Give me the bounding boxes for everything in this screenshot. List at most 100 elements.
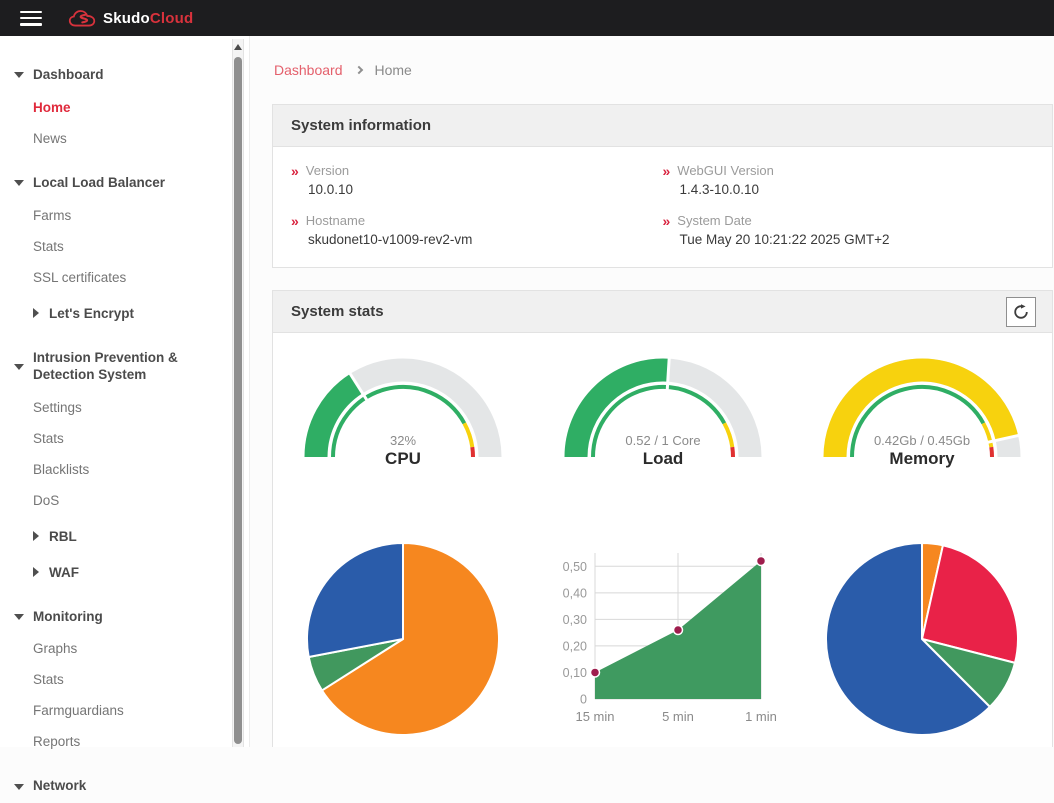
info-field-value: 10.0.10 [308,182,663,197]
info-field-label-row: »WebGUI Version [663,163,1035,178]
system-information-header: System information [273,105,1052,147]
sidebar-item-ssl-certificates[interactable]: SSL certificates [0,262,249,293]
sidebar-item-settings[interactable]: Settings [0,392,249,423]
sidebar-item-reports[interactable]: Reports [0,726,249,757]
sidebar-item-label: DoS [33,493,59,508]
gauge-value: 0.42Gb / 0.45Gb [874,433,970,448]
sidebar-item-label: Let's Encrypt [49,306,134,321]
scrollbar-thumb[interactable] [234,57,242,744]
system-stats-header: System stats [273,291,1052,333]
sidebar-item-label: Reports [33,734,80,749]
sidebar-section-intrusion-prevention-detection-system[interactable]: Intrusion Prevention & Detection System [0,342,249,392]
sidebar-item-label: Stats [33,672,64,687]
sidebar-section-label: Dashboard [33,67,104,84]
pie-chart-left-slice-2 [307,543,403,657]
sidebar-item-label: Home [33,100,71,115]
gauge-title: Load [642,449,683,468]
x-tick-label: 1 min [745,709,777,724]
chevron-right-icon [354,66,362,74]
y-tick-label: 0,10 [562,666,586,680]
chevron-down-icon [14,614,24,620]
y-tick-label: 0 [580,693,587,707]
sidebar-item-label: Stats [33,239,64,254]
sidebar-item-let-s-encrypt[interactable]: Let's Encrypt [0,298,249,329]
sidebar-section-monitoring[interactable]: Monitoring [0,601,249,634]
y-tick-label: 0,30 [562,613,586,627]
sidebar-item-label: News [33,131,67,146]
sidebar-item-label: Settings [33,400,82,415]
info-field-system-date: » System Date Tue May 20 10:21:22 2025 GMT… [663,213,1035,247]
sidebar-scrollbar[interactable] [232,39,244,747]
sidebar-item-stats[interactable]: Stats [0,664,249,695]
y-tick-label: 0,20 [562,639,586,653]
sidebar-item-news[interactable]: News [0,123,249,154]
sidebar-section-local-load-balancer[interactable]: Local Load Balancer [0,167,249,200]
refresh-button[interactable] [1006,297,1036,327]
sidebar-item-label: Blacklists [33,462,89,477]
sidebar-section-dashboard[interactable]: Dashboard [0,59,249,92]
chevron-down-icon [14,784,24,790]
sidebar-item-stats[interactable]: Stats [0,231,249,262]
logo-cloud-icon [68,8,98,29]
menu-icon[interactable] [20,11,42,26]
info-field-label: WebGUI Version [677,163,774,178]
info-field-value: skudonet10-v1009-rev2-vm [308,232,663,247]
sidebar-item-dos[interactable]: DoS [0,485,249,516]
double-chevron-icon: » [663,214,671,228]
info-field-label: Version [306,163,349,178]
sidebar-item-label: WAF [49,565,79,580]
sidebar-item-graphs[interactable]: Graphs [0,633,249,664]
info-field-version: » Version 10.0.10 [291,163,663,197]
sidebar-section-label: Monitoring [33,609,103,626]
sidebar-item-farms[interactable]: Farms [0,200,249,231]
sidebar-item-label: RBL [49,529,77,544]
sidebar-item-waf[interactable]: WAF [0,557,249,588]
info-field-label: System Date [677,213,751,228]
info-field-value: 1.4.3-10.0.10 [680,182,1035,197]
sidebar-item-blacklists[interactable]: Blacklists [0,454,249,485]
gauge-value: 0.52 / 1 Core [625,433,700,448]
chevron-down-icon [14,180,24,186]
sidebar-item-label: Stats [33,431,64,446]
info-field-label-row: » System Date [663,213,1035,228]
sidebar-item-stats[interactable]: Stats [0,423,249,454]
sidebar-section-label: Intrusion Prevention & Detection System [33,350,219,384]
chevron-right-icon [33,567,39,577]
panel-title: System information [291,117,1034,134]
chevron-right-icon [33,308,39,318]
chevron-down-icon [14,364,24,370]
refresh-icon [1013,304,1029,320]
info-field-value: Tue May 20 10:21:22 2025 GMT+2 [680,232,1035,247]
breadcrumb: Dashboard Home [272,36,1054,78]
gauge-title: Memory [890,449,956,468]
breadcrumb-current: Home [375,62,412,78]
info-field-webgui-version: »WebGUI Version 1.4.3-10.0.10 [663,163,1035,197]
info-field-label-row: »Hostname [291,213,663,228]
sidebar-section-label: Network [33,778,86,795]
sidebar-section-network[interactable]: Network [0,770,249,803]
sidebar-item-home[interactable]: Home [0,92,249,123]
breadcrumb-link-dashboard[interactable]: Dashboard [274,62,343,78]
data-point-2 [756,556,765,565]
sidebar-item-rbl[interactable]: RBL [0,521,249,552]
info-field-hostname: »Hostname skudonet10-v1009-rev2-vm [291,213,663,247]
scroll-up-icon[interactable] [234,44,242,50]
data-point-0 [590,668,599,677]
info-field-label-row: » Version [291,163,663,178]
double-chevron-icon: » [291,164,299,178]
sidebar-item-farmguardians[interactable]: Farmguardians [0,695,249,726]
pie-chart-left-cell [273,539,533,739]
